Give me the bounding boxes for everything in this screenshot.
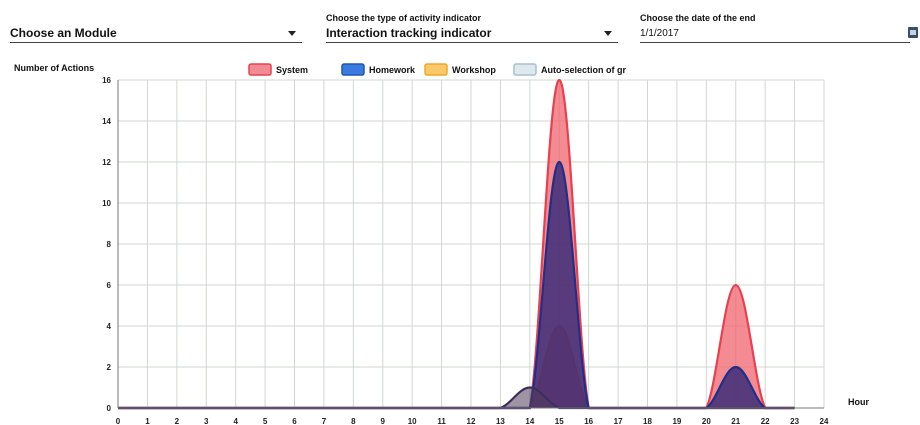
x-tick-label: 16	[584, 417, 593, 425]
x-tick-label: 4	[233, 417, 238, 425]
x-tick-label: 2	[175, 417, 180, 425]
x-tick-label: 6	[292, 417, 297, 425]
series-line-workshop	[118, 324, 795, 410]
y-tick-label: 6	[107, 281, 112, 290]
x-tick-label: 7	[322, 417, 327, 425]
indicator-type-value: Interaction tracking indicator	[326, 26, 492, 40]
y-tick-label: 16	[102, 76, 111, 85]
x-tick-label: 23	[790, 417, 799, 425]
x-tick-label: 1	[145, 417, 150, 425]
x-tick-label: 9	[381, 417, 386, 425]
y-tick-label: 12	[102, 158, 111, 167]
series-area-workshop	[118, 326, 795, 408]
series-line-homework	[118, 160, 795, 410]
y-tick-label: 8	[107, 240, 112, 249]
x-tick-label: 8	[351, 417, 356, 425]
indicator-type-select[interactable]: Choose the type of activity indicator In…	[326, 13, 618, 43]
legend-swatch-workshop[interactable]	[424, 63, 448, 76]
y-tick-label: 2	[107, 363, 112, 372]
x-tick-label: 19	[672, 417, 681, 425]
module-select-value: Choose an Module	[10, 26, 117, 40]
legend-label-auto-selection-of-gr[interactable]: Auto-selection of gr	[541, 65, 626, 75]
y-tick-label: 0	[107, 404, 112, 413]
x-tick-label: 22	[761, 417, 770, 425]
y-axis-title: Number of Actions	[14, 63, 94, 73]
series-line-system	[118, 78, 795, 410]
x-tick-label: 10	[408, 417, 417, 425]
end-date-field[interactable]: Choose the date of the end 1/1/2017	[640, 13, 918, 43]
y-tick-label: 10	[102, 199, 111, 208]
y-tick-label: 4	[107, 322, 112, 331]
end-date-label: Choose the date of the end	[640, 13, 756, 23]
module-select-label	[10, 13, 302, 24]
x-tick-label: 14	[525, 417, 534, 425]
calendar-icon[interactable]	[908, 27, 918, 38]
x-tick-label: 12	[467, 417, 476, 425]
x-tick-label: 17	[614, 417, 623, 425]
end-date-value: 1/1/2017	[640, 27, 679, 39]
x-axis-title: Hour	[848, 397, 869, 407]
series-line-auto-selection-of-gr	[118, 386, 795, 410]
x-tick-label: 21	[731, 417, 740, 425]
x-tick-label: 18	[643, 417, 652, 425]
x-tick-label: 0	[116, 417, 121, 425]
series-area-auto-selection-of-gr	[118, 387, 795, 408]
series-area-system	[118, 80, 795, 408]
x-tick-label: 13	[496, 417, 505, 425]
y-tick-label: 14	[102, 117, 111, 126]
indicator-type-label: Choose the type of activity indicator	[326, 13, 482, 23]
legend-swatch-auto-selection-of-gr[interactable]	[513, 63, 537, 76]
legend-label-system[interactable]: System	[276, 65, 308, 75]
legend-label-homework[interactable]: Homework	[369, 65, 416, 75]
x-tick-label: 3	[204, 417, 209, 425]
x-tick-label: 11	[437, 417, 446, 425]
legend-swatch-homework[interactable]	[341, 63, 365, 76]
chevron-down-icon[interactable]	[604, 31, 612, 36]
module-select[interactable]: Choose an Module	[10, 13, 302, 43]
x-tick-label: 20	[702, 417, 711, 425]
x-tick-label: 5	[263, 417, 268, 425]
chevron-down-icon[interactable]	[288, 31, 296, 36]
x-tick-label: 24	[820, 417, 829, 425]
series-area-homework	[118, 162, 795, 408]
legend-label-workshop[interactable]: Workshop	[452, 65, 496, 75]
x-tick-label: 15	[555, 417, 564, 425]
legend-swatch-system[interactable]	[248, 63, 272, 76]
